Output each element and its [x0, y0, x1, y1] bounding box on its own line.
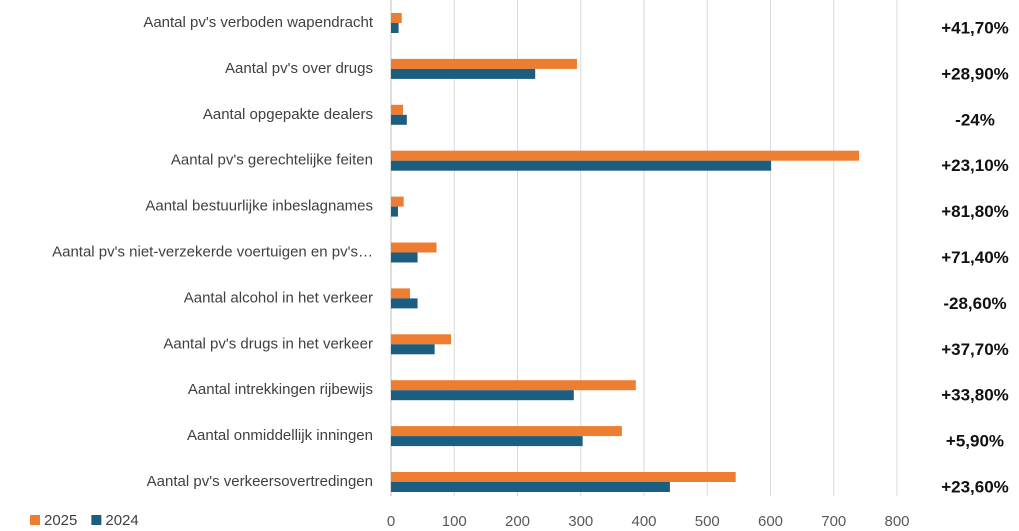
- x-tick-label: 600: [758, 513, 783, 530]
- x-tick-label: 400: [631, 513, 656, 530]
- bar: [391, 104, 404, 115]
- bar: [391, 68, 536, 79]
- bar: [391, 390, 574, 401]
- x-tick-label: 200: [505, 513, 530, 530]
- annotation: -24%: [955, 110, 995, 129]
- category-label: Aantal pv's niet-verzekerde voertuigen e…: [52, 243, 373, 260]
- category-label: Aantal pv's over drugs: [225, 60, 373, 77]
- bar: [391, 482, 670, 492]
- category-label: Aantal alcohol in het verkeer: [184, 289, 373, 306]
- bar: [391, 426, 622, 437]
- x-tick-label: 700: [821, 513, 846, 530]
- annotation: +33,80%: [941, 386, 1009, 405]
- bar: [391, 380, 636, 391]
- annotation: +28,90%: [941, 64, 1009, 83]
- category-label: Aantal pv's gerechtelijke feiten: [171, 152, 373, 169]
- annotation: +41,70%: [941, 18, 1009, 37]
- bar: [391, 242, 437, 253]
- category-label: Aantal onmiddellijk inningen: [187, 427, 373, 444]
- category-label: Aantal opgepakte dealers: [203, 106, 373, 123]
- annotation: +37,70%: [941, 340, 1009, 359]
- bar: [391, 114, 407, 125]
- legend-label: 2025: [44, 512, 77, 529]
- bar: [391, 150, 860, 161]
- category-label: Aantal pv's verboden wapendracht: [143, 14, 374, 31]
- annotation: -28,60%: [943, 294, 1006, 313]
- legend-label: 2024: [105, 512, 138, 529]
- x-tick-label: 500: [695, 513, 720, 530]
- bar: [391, 334, 452, 345]
- bar: [391, 160, 772, 171]
- bar: [391, 58, 577, 69]
- category-label: Aantal intrekkingen rijbewijs: [188, 381, 373, 398]
- category-label: Aantal pv's drugs in het verkeer: [163, 335, 373, 352]
- bar: [391, 23, 399, 33]
- bar: [391, 298, 418, 309]
- annotation: +23,60%: [941, 477, 1009, 496]
- x-tick-label: 800: [884, 513, 909, 530]
- annotation: +81,80%: [941, 202, 1009, 221]
- bar: [391, 436, 583, 447]
- x-tick-label: 0: [387, 513, 395, 530]
- category-label: Aantal bestuurlijke inbeslagnames: [145, 198, 373, 215]
- bar: [391, 252, 418, 263]
- bar: [391, 206, 398, 217]
- bar: [391, 196, 404, 207]
- bar: [391, 344, 435, 355]
- x-tick-label: 300: [568, 513, 593, 530]
- legend-swatch: [91, 515, 102, 525]
- x-tick-label: 100: [442, 513, 467, 530]
- bar: [391, 13, 402, 23]
- bar: [391, 288, 410, 299]
- legend-swatch: [30, 515, 40, 525]
- category-label: Aantal pv's verkeersovertredingen: [147, 473, 373, 490]
- annotation: +23,10%: [941, 156, 1009, 175]
- bar: [391, 472, 736, 482]
- annotation: +71,40%: [941, 248, 1009, 267]
- annotation: +5,90%: [946, 432, 1004, 451]
